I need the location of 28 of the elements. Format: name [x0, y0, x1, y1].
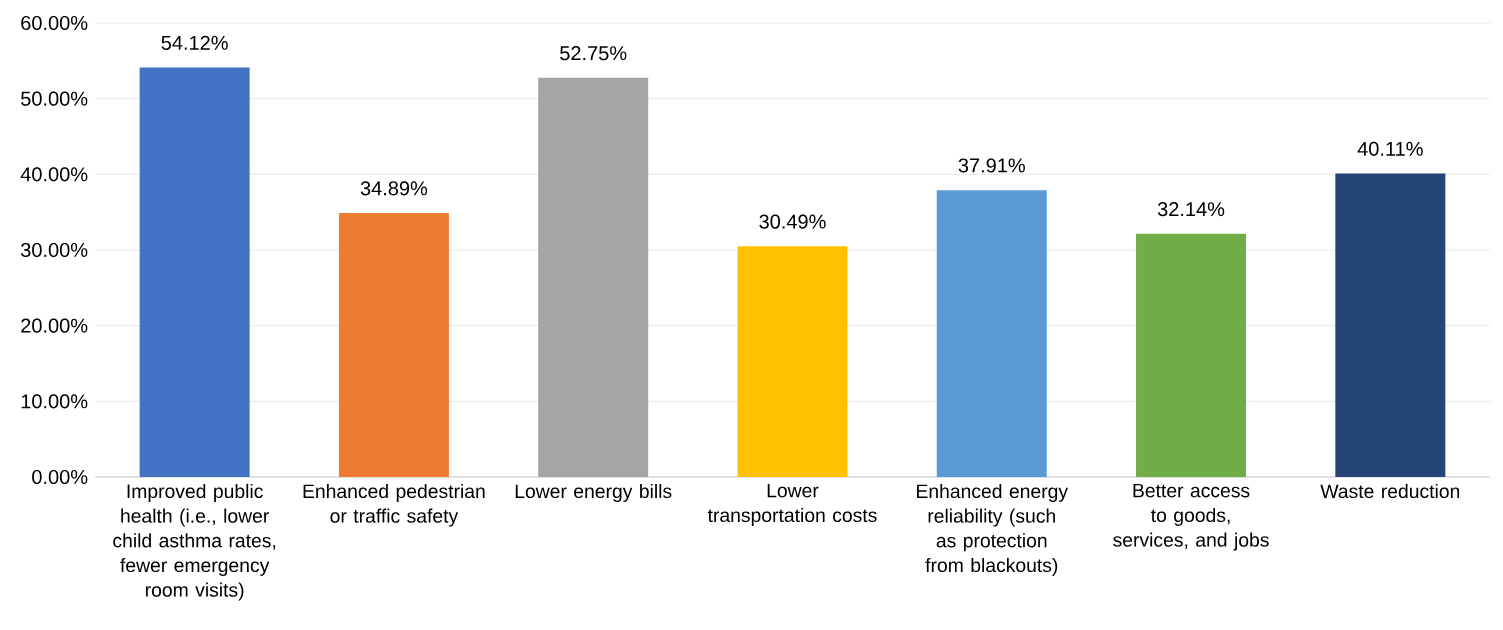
data-label: 34.89%	[360, 181, 428, 196]
y-tick-label: 10.00%	[21, 394, 88, 409]
x-tick-label: Enhanced energy reliability (such as protection from blackouts)	[917, 483, 1069, 576]
data-label: 54.12%	[161, 35, 228, 50]
bar	[139, 67, 250, 477]
x-tick-label: Improved public health (i.e., lower child asthma rates, fewer emergency room visits)	[113, 483, 276, 601]
y-tick-label: 30.00%	[21, 242, 88, 258]
data-label: 52.75%	[560, 46, 627, 61]
bar	[1136, 233, 1247, 477]
y-tick-label: 50.00%	[21, 91, 88, 106]
data-label: 37.91%	[958, 158, 1025, 173]
y-tick-label: 0.00%	[32, 469, 88, 485]
y-tick-label: 40.00%	[20, 167, 88, 182]
x-tick-label: Lower transportation costs	[707, 483, 877, 526]
y-tick-label: 20.00%	[21, 318, 88, 333]
data-label: 32.14%	[1157, 202, 1225, 217]
x-tick-label: Enhanced pedestrian or traffic safety	[303, 483, 485, 527]
bar	[338, 212, 449, 477]
x-tick-label: Lower energy bills	[515, 483, 672, 502]
x-tick-label: Waste reduction	[1320, 483, 1460, 499]
bar	[1335, 173, 1446, 477]
y-tick-label: 60.00%	[21, 15, 88, 31]
x-tick-label: Better access to goods, services, and jobs	[1113, 483, 1269, 551]
bar	[936, 190, 1047, 477]
bar	[538, 77, 649, 477]
data-label: 30.49%	[759, 214, 826, 229]
data-label: 40.11%	[1357, 141, 1423, 156]
bar	[737, 246, 848, 477]
